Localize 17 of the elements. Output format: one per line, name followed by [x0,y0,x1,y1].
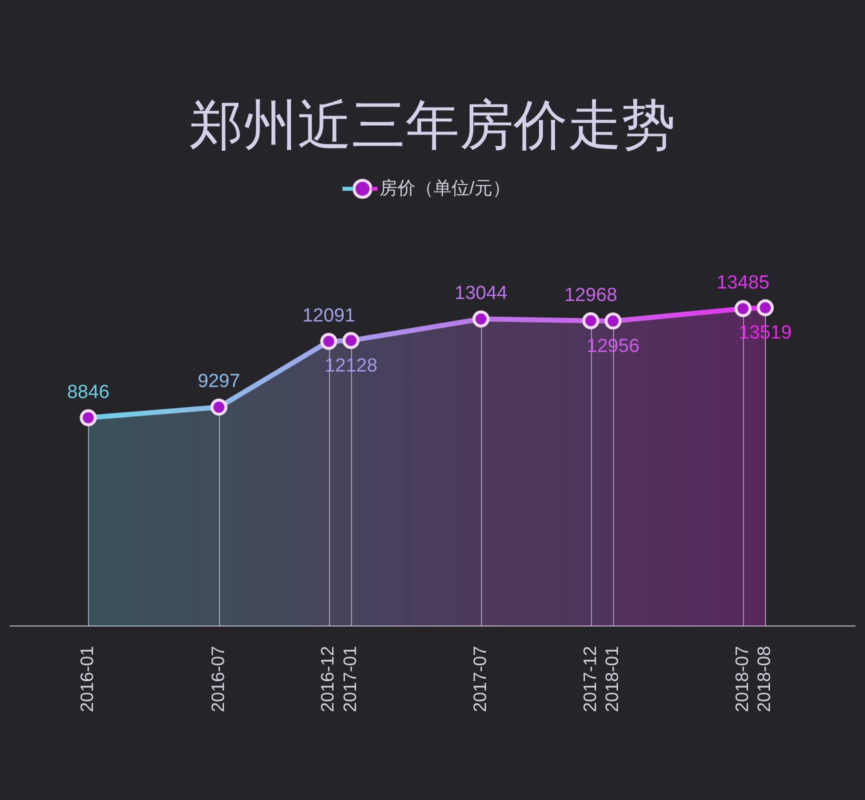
x-tick-label: 2018-08 [754,646,774,712]
data-label: 8846 [67,382,110,403]
data-label: 13044 [454,282,508,304]
x-tick-label: 2016-12 [318,646,338,712]
x-tick-label: 2016-01 [77,646,98,712]
x-tick-label: 2018-01 [602,646,622,712]
x-tick-label: 2018-07 [732,646,752,712]
data-label: 13485 [716,272,770,294]
x-tick-label: 2017-12 [580,646,600,712]
chart-title: 郑州近三年房价走势 [190,96,676,156]
legend-label: 房价（单位/元） [380,178,511,198]
data-label: 12091 [302,305,356,326]
data-label: 12968 [564,284,618,306]
data-label: 9297 [198,371,240,392]
x-tick-label: 2016-07 [208,646,228,712]
x-tick-label: 2017-01 [340,646,360,712]
x-tick-label: 2017-07 [470,646,490,712]
